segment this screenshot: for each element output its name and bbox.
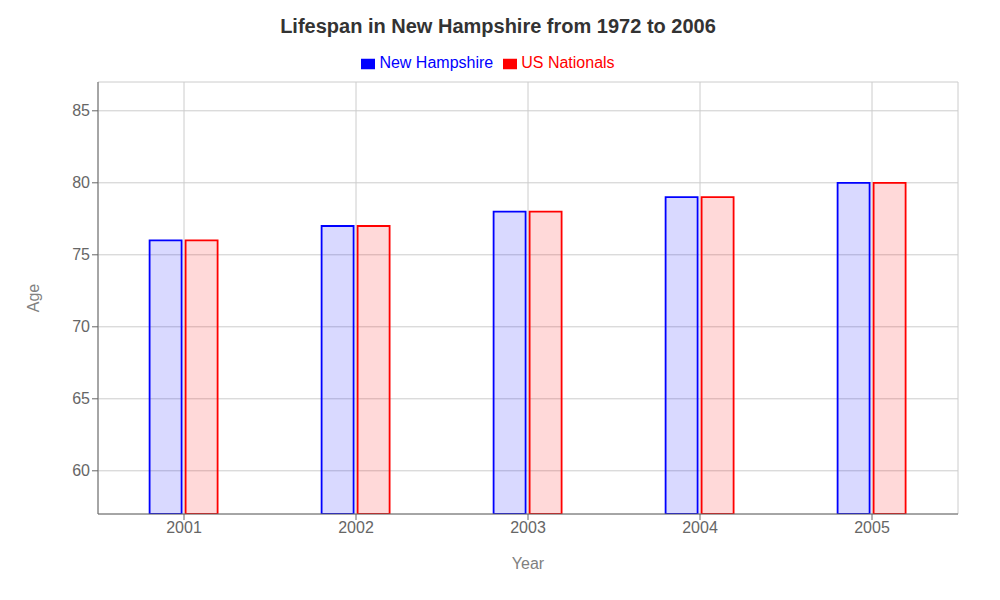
svg-text:Year: Year: [512, 555, 545, 572]
html-text:New Hampshire: New Hampshire: [379, 54, 494, 71]
svg-text:85: 85: [72, 102, 90, 119]
svg-text:Age: Age: [25, 284, 42, 313]
svg-text:2002: 2002: [338, 519, 374, 536]
svg-text:2005: 2005: [854, 519, 890, 536]
html-text:Lifespan in New Hampshire from: Lifespan in New Hampshire from 1972 to 2…: [280, 15, 716, 37]
svg-text:60: 60: [72, 462, 90, 479]
svg-text:75: 75: [72, 246, 90, 263]
svg-text:70: 70: [72, 318, 90, 335]
html-text:US Nationals: US Nationals: [521, 54, 615, 71]
svg-text:2001: 2001: [166, 519, 202, 536]
svg-text:65: 65: [72, 390, 90, 407]
svg-text:80: 80: [72, 174, 90, 191]
svg-text:2004: 2004: [682, 519, 718, 536]
svg-text:2003: 2003: [510, 519, 546, 536]
